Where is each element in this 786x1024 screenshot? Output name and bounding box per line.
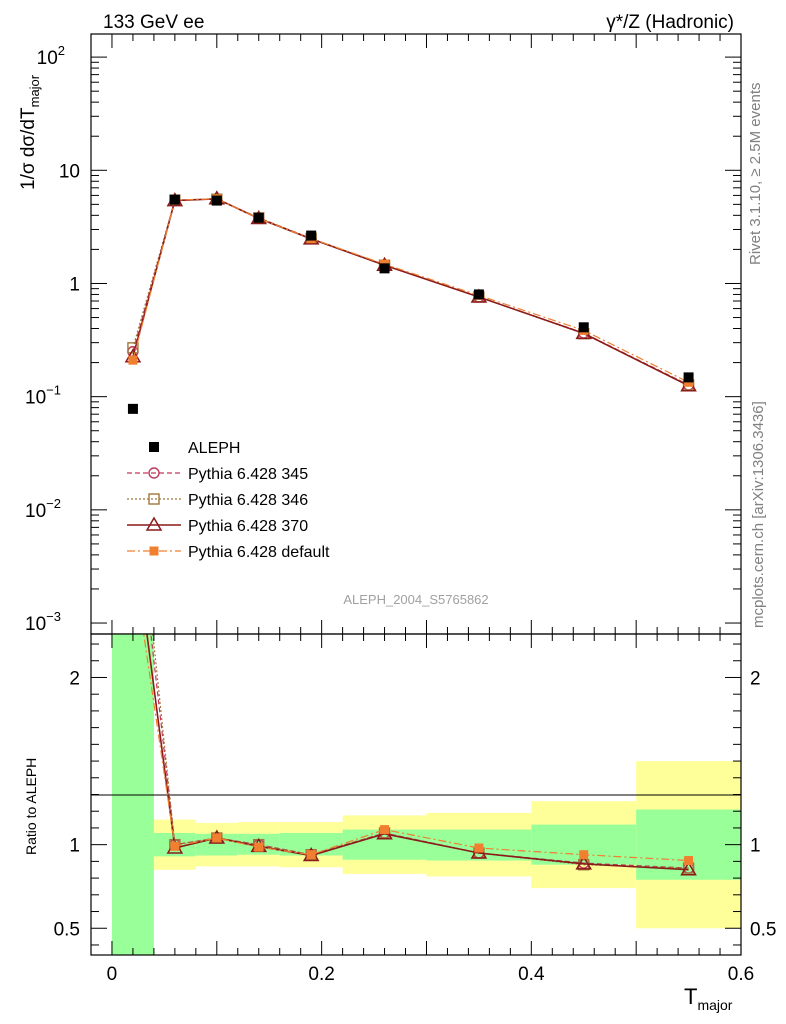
ratio-point-p370 bbox=[575, 855, 593, 870]
ratio-x-tick-label: 0.4 bbox=[518, 964, 545, 985]
point-data bbox=[306, 230, 317, 241]
ratio-point-pdefault bbox=[306, 850, 316, 860]
ratio-plot-content bbox=[143, 634, 697, 876]
ratio-point-pdefault bbox=[684, 856, 694, 866]
point-data bbox=[211, 195, 222, 206]
legend-marker-pdefault bbox=[149, 546, 159, 556]
ratio-plot-panel: 2 2 1 1 0.5 0.5 0 0.2 0.4 0.6 bbox=[54, 633, 776, 985]
legend-item-p370: Pythia 6.428 370 bbox=[127, 516, 308, 535]
ratio-y-tick-label-left: 2 bbox=[69, 668, 80, 689]
ratio-point-p370 bbox=[680, 861, 697, 876]
legend-label-data: ALEPH bbox=[188, 440, 240, 457]
point-data bbox=[578, 322, 589, 333]
ratio-x-tick-label: 0.2 bbox=[308, 964, 334, 985]
rivet-version-label: Rivet 3.1.10, ≥ 2.5M events bbox=[747, 83, 764, 266]
legend-item-p345: Pythia 6.428 345 bbox=[127, 466, 308, 483]
series-line-p345 bbox=[132, 198, 689, 386]
legend-marker-p346 bbox=[148, 493, 160, 505]
point-data bbox=[473, 289, 484, 300]
legend-label-p370: Pythia 6.428 370 bbox=[188, 518, 308, 535]
ratio-point-pdefault bbox=[579, 850, 589, 860]
mcplots-reference-label: mcplots.cern.ch [arXiv:1306.3436] bbox=[750, 401, 767, 628]
ratio-point-pdefault bbox=[212, 833, 222, 843]
main-y-tick-label: 1 bbox=[69, 274, 80, 295]
point-data bbox=[127, 403, 138, 414]
main-plot-content bbox=[124, 190, 697, 414]
point-data bbox=[683, 372, 694, 383]
main-y-tick-label: 10−1 bbox=[25, 383, 61, 409]
point-p346 bbox=[127, 342, 139, 354]
legend: ALEPH Pythia 6.428 345 Pythia 6.428 346 Pyt… bbox=[127, 440, 330, 561]
legend-marker-data bbox=[149, 442, 159, 452]
ratio-y-axis-label: Ratio to ALEPH bbox=[23, 758, 39, 855]
series-line-pdefault bbox=[132, 198, 689, 383]
ratio-y-tick-label-left: 0.5 bbox=[54, 919, 80, 940]
main-y-tick-label: 10−3 bbox=[25, 609, 61, 635]
ratio-point-pdefault bbox=[380, 825, 390, 835]
legend-item-p346: Pythia 6.428 346 bbox=[127, 492, 308, 509]
ratio-point-pdefault bbox=[474, 843, 484, 853]
point-pdefault bbox=[128, 355, 138, 365]
legend-item-pdefault: Pythia 6.428 default bbox=[127, 544, 330, 561]
main-y-tick-label: 10 bbox=[59, 161, 80, 182]
legend-marker-p370 bbox=[145, 516, 163, 531]
main-x-ticks bbox=[111, 34, 742, 634]
series-line-p370 bbox=[132, 197, 689, 387]
main-y-axis: 102 10 1 10−1 10−2 10−3 bbox=[25, 43, 741, 635]
main-y-axis-label: 1/σ dσ/dTmajor bbox=[18, 74, 42, 190]
ratio-x-tick-label: 0.6 bbox=[728, 964, 754, 985]
main-y-tick-label: 102 bbox=[37, 43, 65, 69]
ratio-y-tick-label-right: 0.5 bbox=[750, 919, 776, 940]
ratio-point-pdefault bbox=[170, 841, 180, 851]
ratio-y-axis: 2 2 1 1 0.5 0.5 bbox=[54, 643, 776, 946]
ratio-y-tick-label-left: 1 bbox=[69, 836, 80, 857]
legend-label-pdefault: Pythia 6.428 default bbox=[188, 544, 330, 561]
ratio-x-tick-label: 0 bbox=[107, 964, 118, 985]
legend-label-p346: Pythia 6.428 346 bbox=[188, 492, 308, 509]
legend-marker-p345 bbox=[148, 467, 160, 479]
legend-label-p345: Pythia 6.428 345 bbox=[188, 466, 308, 483]
point-data bbox=[169, 194, 180, 205]
right-title: γ*/Z (Hadronic) bbox=[606, 12, 734, 33]
point-data bbox=[253, 212, 264, 223]
legend-item-data: ALEPH bbox=[149, 440, 240, 457]
ratio-y-tick-label-right: 2 bbox=[750, 668, 761, 689]
point-data bbox=[379, 263, 390, 274]
main-y-tick-label: 10−2 bbox=[25, 496, 61, 522]
main-plot-panel: 102 10 1 10−1 10−2 10−3 bbox=[25, 33, 742, 635]
analysis-watermark: ALEPH_2004_S5765862 bbox=[343, 592, 488, 607]
left-title: 133 GeV ee bbox=[103, 12, 204, 33]
ratio-point-pdefault bbox=[254, 842, 264, 852]
ratio-y-tick-label-right: 1 bbox=[750, 836, 761, 857]
series-line-p346 bbox=[132, 198, 689, 386]
ratio-x-axis: 0 0.2 0.4 0.6 bbox=[107, 634, 754, 985]
x-axis-label: Tmajor bbox=[684, 984, 733, 1013]
